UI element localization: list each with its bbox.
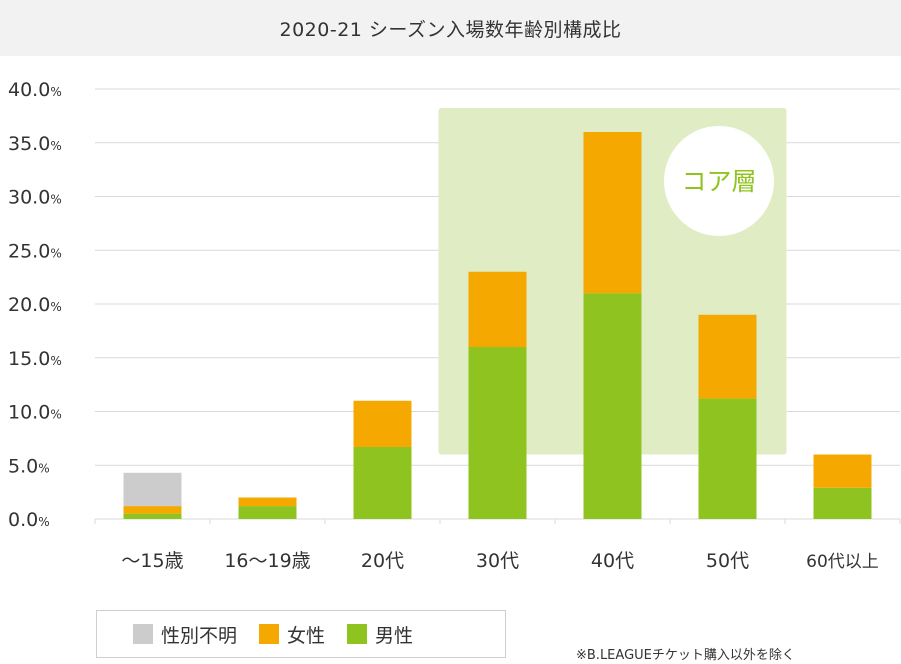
x-tick-label: 60代以上: [806, 552, 879, 572]
legend-swatch-unknown: [133, 624, 153, 644]
legend-swatch-male: [347, 624, 368, 644]
bar-female: [238, 497, 297, 507]
bar-male: [468, 347, 527, 519]
legend-item-female: 女性: [259, 621, 325, 648]
bar-chart: 0.0% 5.0% 10.0% 15.0% 20.0% 25.0% 30.0% 35.0% 40…: [8, 79, 901, 572]
y-tick-label: 30.0%: [8, 187, 62, 209]
bar-female: [813, 454, 872, 488]
x-tick-label: 40代: [591, 550, 634, 572]
bar-female: [698, 314, 757, 399]
legend-label-male: 男性: [375, 624, 414, 647]
legend-item-unknown: 性別不明: [133, 621, 237, 648]
bar-male: [813, 487, 872, 519]
core-label: コア層: [681, 167, 756, 196]
bar-unknown: [123, 472, 182, 507]
y-tick-label: 0.0%: [8, 509, 50, 531]
y-tick-label: 40.0%: [8, 79, 62, 101]
bar-female: [583, 132, 642, 294]
legend-label-female: 女性: [287, 624, 326, 647]
bar-female: [468, 271, 527, 347]
bar-male: [238, 506, 297, 519]
x-tick-label: 〜15歳: [121, 550, 183, 572]
bar-female: [353, 400, 412, 447]
legend-item-male: 男性: [347, 621, 413, 648]
legend-swatch-female: [259, 624, 280, 644]
bar-male: [353, 446, 412, 519]
x-tick-label: 20代: [361, 550, 404, 572]
y-tick-label: 5.0%: [8, 455, 50, 477]
chart-title-bar: 2020-21 シーズン入場数年齢別構成比: [0, 0, 901, 56]
legend: 性別不明 女性 男性: [96, 610, 506, 658]
x-tick-label: 16〜19歳: [224, 550, 310, 572]
bar-female: [123, 506, 182, 514]
bar-male: [583, 293, 642, 519]
y-tick-label: 20.0%: [8, 294, 62, 316]
x-tick-label: 30代: [476, 550, 519, 572]
bar-male: [123, 513, 182, 519]
core-label-circle: [664, 126, 774, 236]
chart-title: 2020-21 シーズン入場数年齢別構成比: [279, 18, 622, 41]
x-tick-label: 50代: [706, 550, 749, 572]
y-tick-label: 35.0%: [8, 133, 62, 155]
y-tick-label: 10.0%: [8, 402, 62, 424]
bar-male: [698, 398, 757, 519]
footnote: ※B.LEAGUEチケット購入以外を除く: [576, 648, 795, 663]
legend-label-unknown: 性別不明: [161, 624, 238, 647]
y-tick-label: 15.0%: [8, 348, 62, 370]
y-tick-label: 25.0%: [8, 240, 62, 262]
